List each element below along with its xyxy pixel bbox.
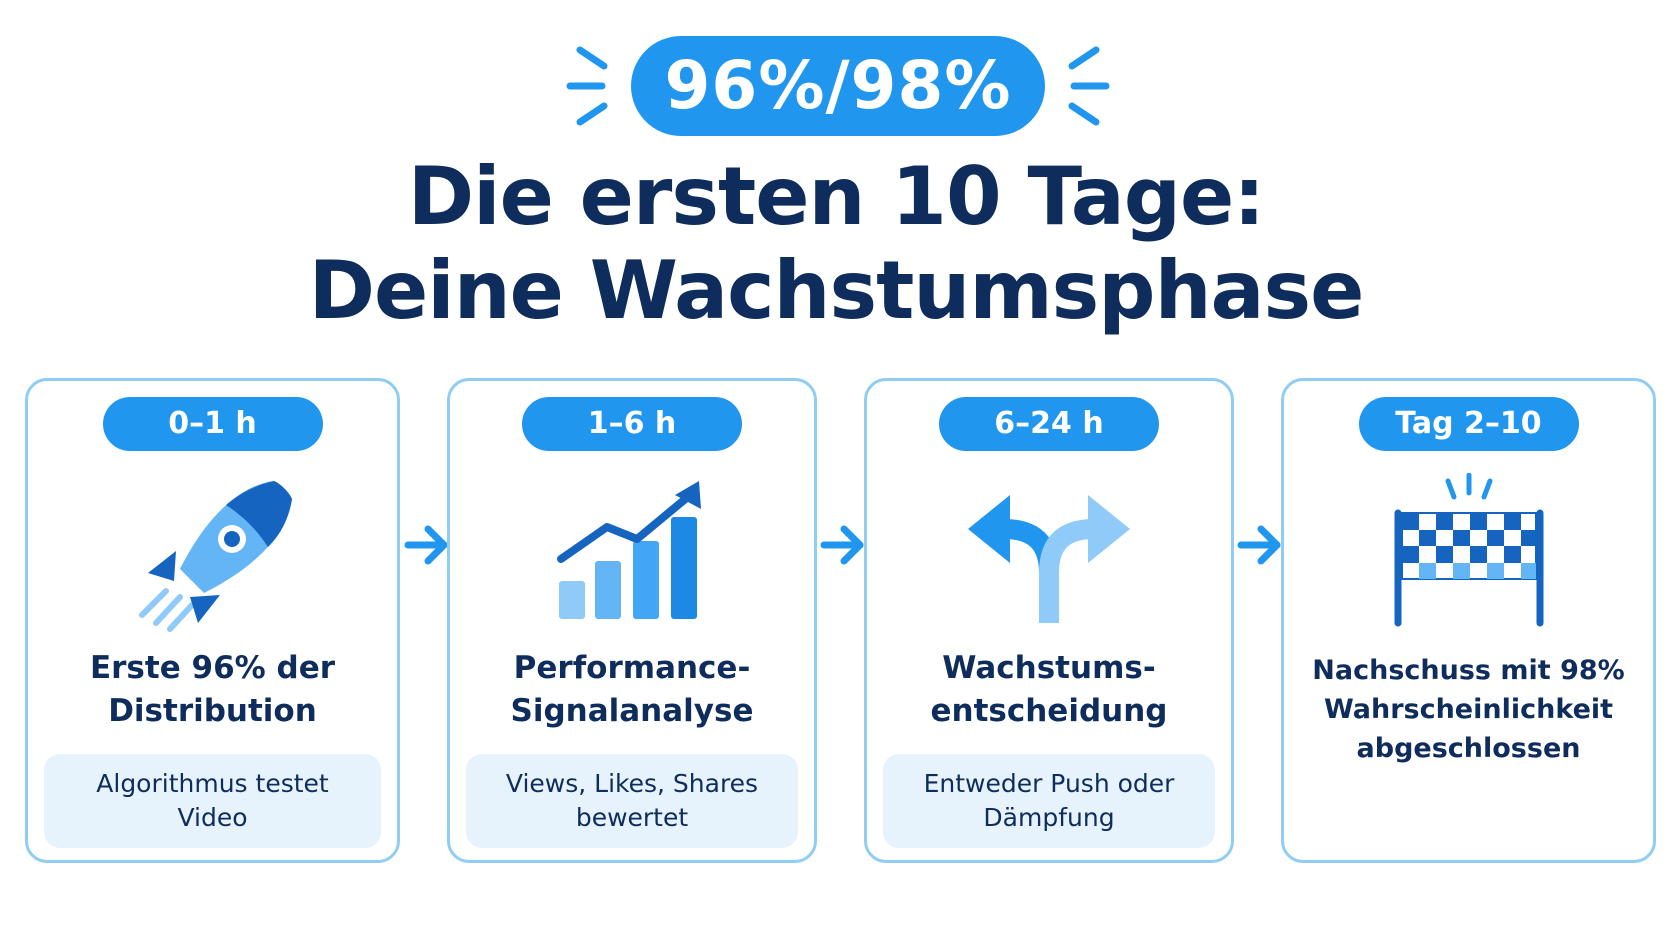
rocket-icon (138, 481, 292, 632)
time-pill: 1–6 h (522, 397, 742, 451)
title-line-1: Die ersten 10 Tage: (407, 150, 1266, 243)
step-note: Entweder Push oder Dämpfung (883, 754, 1215, 848)
step-note: Algorithmus testet Video (44, 754, 381, 848)
time-pill: 0–1 h (102, 397, 323, 451)
arrow-right-icon (1237, 525, 1281, 565)
percentage-badge: 96%/98% (631, 36, 1045, 136)
page-title: Die ersten 10 Tage: Deine Wachstumsphase (0, 150, 1672, 338)
arrow-right-icon (404, 525, 448, 565)
finish-flag-icon (1394, 473, 1543, 627)
step-card-2: 1–6 h Performance-Signalanalyse Views, L… (447, 378, 817, 863)
time-pill: 6–24 h (939, 397, 1159, 451)
title-line-2: Deine Wachstumsphase (308, 244, 1365, 337)
step-note: Views, Likes, Shares bewertet (466, 754, 798, 848)
step-title: Wachstums-entscheidung (930, 650, 1168, 729)
time-pill: Tag 2–10 (1358, 397, 1579, 451)
burst-lines-left-icon (566, 46, 608, 126)
step-card-3: 6–24 h Wachstums-entscheidung Entweder P… (864, 378, 1234, 863)
step-title: Nachschuss mit 98% Wahrscheinlichkeit ab… (1312, 655, 1625, 764)
header-badge-area: 96%/98% (0, 36, 1672, 136)
growth-chart-icon (557, 481, 701, 619)
arrow-right-icon (820, 525, 864, 565)
step-card-1: 0–1 h Erste 96% der Distribution Algorit… (25, 378, 400, 863)
step-title: Erste 96% der Distribution (89, 650, 336, 729)
fork-arrows-icon (968, 495, 1130, 623)
step-card-4: Tag 2–10 Nachschuss mit 98% Wahrschein (1281, 378, 1656, 863)
burst-lines-right-icon (1068, 46, 1110, 126)
step-title: Performance-Signalanalyse (510, 650, 754, 729)
